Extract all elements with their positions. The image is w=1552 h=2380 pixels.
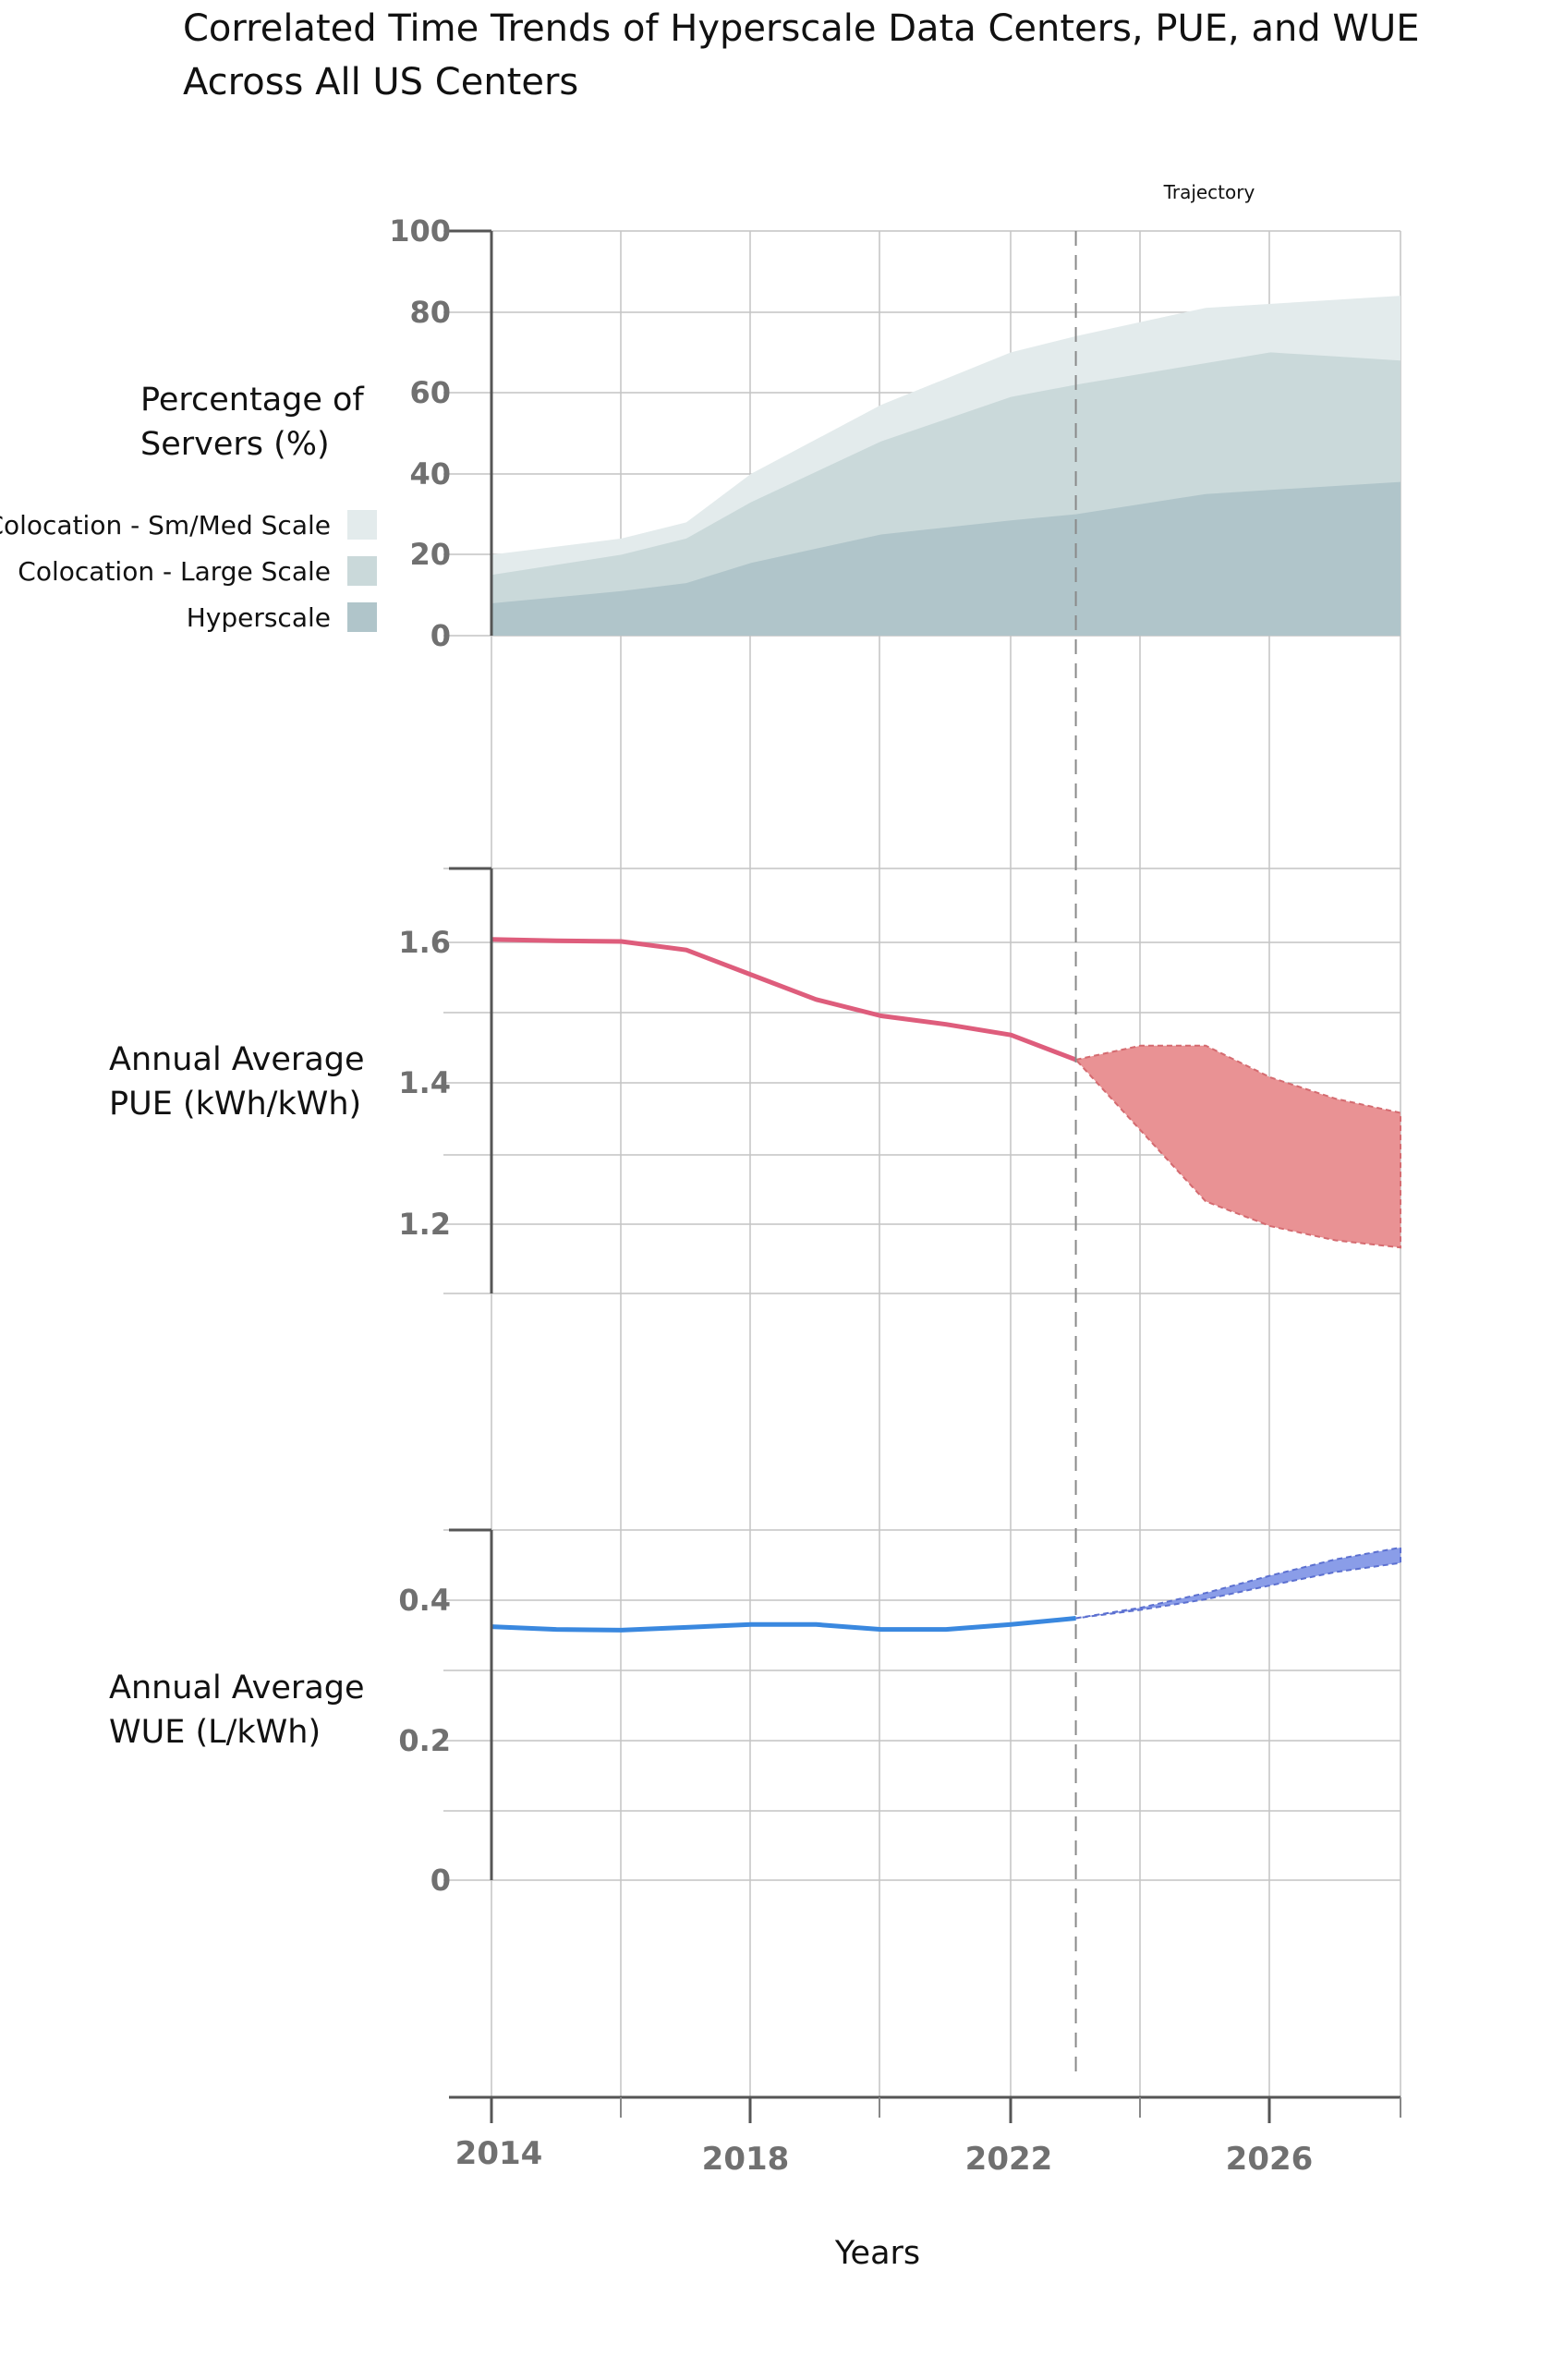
legend-label: Hyperscale xyxy=(187,602,331,633)
y-tick-label: 1.6 xyxy=(398,925,451,960)
text-layer: Trajectory 100 80 60 40 20 0 1.6 1.4 1.2 0.4 0.2 0 Pe… xyxy=(0,181,1313,2272)
chart-title: Correlated Time Trends of Hyperscale Dat… xyxy=(183,2,1495,109)
wue-trajectory-band xyxy=(1075,1546,1401,1620)
x-tick-label: 2018 xyxy=(702,2141,790,2178)
x-tick-label: 2022 xyxy=(965,2141,1053,2178)
x-axis-title: Years xyxy=(834,2235,920,2272)
y-axis-title: Annual Average xyxy=(109,1041,365,1078)
legend-swatch xyxy=(347,556,377,586)
y-tick-label: 100 xyxy=(389,213,451,249)
y-tick-label: 60 xyxy=(409,375,451,410)
y-axis-title: Annual Average xyxy=(109,1670,365,1706)
foreground-layer xyxy=(449,229,1401,2123)
x-tick-label: 2026 xyxy=(1226,2141,1314,2178)
area-hyperscale xyxy=(491,481,1400,636)
y-axis-title: Servers (%) xyxy=(140,426,330,463)
y-tick-label: 0 xyxy=(430,1863,451,1898)
plot-layer xyxy=(491,296,1401,1633)
y-axis-title: Percentage of xyxy=(140,382,364,419)
pue-trajectory-band xyxy=(1073,1044,1401,1249)
x-tick-label: 2014 xyxy=(455,2135,543,2172)
chart-title-line-2: Across All US Centers xyxy=(183,61,579,103)
y-tick-label: 1.2 xyxy=(398,1207,451,1242)
y-tick-label: 1.4 xyxy=(398,1065,451,1100)
y-tick-label: 0.2 xyxy=(398,1723,451,1758)
y-tick-label: 80 xyxy=(409,295,451,330)
y-tick-label: 20 xyxy=(409,537,451,572)
legend-swatch xyxy=(347,510,377,540)
y-axis-title: WUE (L/kWh) xyxy=(109,1714,321,1751)
y-tick-label: 40 xyxy=(409,456,451,492)
legend-label: Colocation - Large Scale xyxy=(18,556,331,587)
chart-title-line-1: Correlated Time Trends of Hyperscale Dat… xyxy=(183,7,1420,50)
y-axis-title: PUE (kWh/kWh) xyxy=(109,1086,361,1123)
legend-swatch xyxy=(347,602,377,632)
pue-line xyxy=(491,937,1077,1062)
legend-label: Colocation - Sm/Med Scale xyxy=(0,510,331,540)
y-tick-label: 0.4 xyxy=(398,1583,451,1618)
y-tick-label: 0 xyxy=(430,618,451,653)
wue-line xyxy=(491,1616,1076,1633)
trajectory-label: Trajectory xyxy=(1163,181,1255,203)
